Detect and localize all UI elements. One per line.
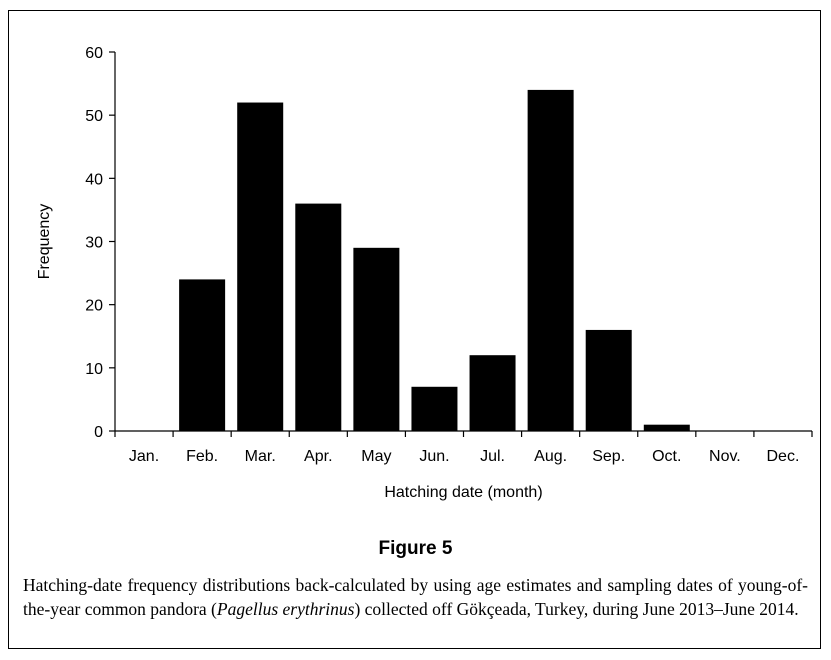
x-tick-label: Apr.: [304, 448, 332, 465]
y-tick-label: 20: [85, 298, 103, 315]
figure-frame: 0 10 20 30 40 50 60 Jan. Feb. Mar. Apr. May Jun. Jul…: [8, 10, 821, 649]
x-tick-label: Nov.: [709, 448, 741, 465]
y-tick-label: 40: [85, 171, 103, 188]
bar: [643, 424, 690, 431]
x-tick-label: Aug.: [534, 448, 567, 465]
x-tick-label: Jul.: [480, 448, 505, 465]
bar: [585, 329, 632, 431]
bar: [527, 89, 574, 432]
x-tick-label: Oct.: [652, 448, 681, 465]
x-tick-label: Jan.: [129, 448, 159, 465]
caption-text-end: ) collected off Gökçeada, Turkey, during…: [354, 599, 799, 619]
x-tick-label: Dec.: [767, 448, 800, 465]
x-tick-label: Sep.: [592, 448, 625, 465]
bar: [469, 355, 516, 431]
bar: [179, 279, 226, 431]
y-tick-label: 60: [85, 45, 103, 62]
figure-label: Figure 5: [378, 538, 453, 559]
x-axis-label: Hatching date (month): [384, 484, 542, 501]
caption-text-start: Hatching-date frequency distributions ba…: [23, 575, 808, 619]
x-tick-label: Feb.: [186, 448, 218, 465]
x-tick-label: Jun.: [419, 448, 449, 465]
bar: [353, 247, 400, 431]
figure-caption: Hatching-date frequency distributions ba…: [23, 573, 808, 621]
caption-species-name: Pagellus erythrinus: [216, 599, 355, 619]
y-axis: 0 10 20 30 40 50 60: [85, 45, 116, 441]
y-tick-label: 30: [85, 235, 103, 252]
y-axis-label: Frequency: [36, 204, 53, 280]
bar: [295, 203, 342, 431]
y-tick-label: 10: [85, 361, 103, 378]
y-tick-label: 50: [85, 108, 103, 125]
x-tick-label: Mar.: [245, 448, 276, 465]
bar: [411, 386, 458, 431]
x-axis: Jan. Feb. Mar. Apr. May Jun. Jul. Aug. Sep. Oct. N…: [114, 430, 813, 465]
bar-chart: 0 10 20 30 40 50 60 Jan. Feb. Mar. Apr. May Jun. Jul…: [36, 45, 813, 501]
bars: [179, 89, 690, 432]
bar: [237, 102, 284, 432]
y-tick-label: 0: [94, 424, 103, 441]
x-tick-label: May: [361, 448, 391, 465]
